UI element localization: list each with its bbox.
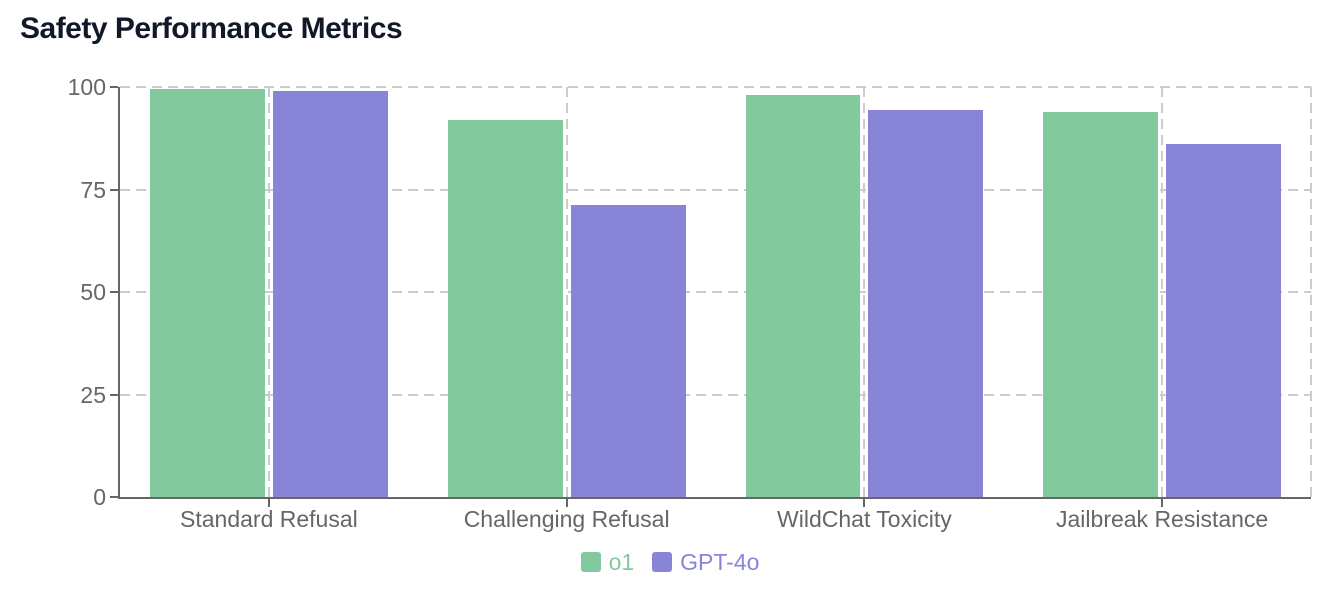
- legend-swatch-o1: [580, 552, 601, 572]
- x-axis-label-wildchat-toxicity: WildChat Toxicity: [777, 506, 952, 532]
- y-tick-mark-25: [110, 393, 118, 396]
- y-tick-label-0: 0: [93, 484, 106, 510]
- legend-item-gpt-4o: GPT-4o: [652, 550, 759, 574]
- bar-o1-standard-refusal: [150, 89, 265, 497]
- chart-title: Safety Performance Metrics: [20, 12, 403, 45]
- x-axis-label-standard-refusal: Standard Refusal: [180, 506, 358, 532]
- legend-label-gpt-4o: GPT-4o: [680, 549, 760, 575]
- y-tick-label-25: 25: [80, 381, 106, 408]
- y-tick-mark-50: [110, 291, 118, 293]
- bar-gpt-4o-standard-refusal: [272, 91, 388, 497]
- y-axis-line: [118, 87, 120, 499]
- bar-gpt-4o-challenging-refusal: [570, 204, 686, 497]
- x-tick-mark-jailbreak-resistance: [1161, 499, 1164, 507]
- gridline-horizontal-25: [120, 393, 1311, 396]
- y-tick-label-100: 100: [67, 74, 106, 100]
- x-tick-mark-standard-refusal: [267, 499, 270, 507]
- x-axis-label-jailbreak-resistance: Jailbreak Resistance: [1056, 506, 1269, 532]
- y-tick-mark-75: [110, 188, 118, 191]
- gridline-vertical-0: [267, 87, 270, 497]
- gridline-vertical-3: [1161, 87, 1164, 497]
- bar-gpt-4o-wildchat-toxicity: [868, 109, 984, 497]
- x-tick-mark-wildchat-toxicity: [863, 499, 866, 507]
- legend-item-o1: o1: [580, 549, 635, 575]
- y-tick-label-50: 50: [80, 279, 106, 305]
- gridline-vertical-1: [565, 87, 568, 497]
- bar-gpt-4o-jailbreak-resistance: [1166, 144, 1281, 497]
- gridline-horizontal-50: [120, 291, 1311, 293]
- y-tick-label-75: 75: [80, 176, 106, 203]
- bar-o1-wildchat-toxicity: [745, 95, 861, 497]
- x-axis-line: [120, 497, 1311, 499]
- x-axis-label-challenging-refusal: Challenging Refusal: [463, 506, 670, 532]
- gridline-vertical-4: [1310, 87, 1312, 497]
- gridline-horizontal-75: [120, 188, 1311, 191]
- bar-o1-challenging-refusal: [447, 119, 563, 497]
- gridline-vertical-2: [863, 87, 866, 497]
- y-tick-mark-100: [110, 86, 118, 88]
- gridline-horizontal-100: [120, 86, 1311, 88]
- legend-label-o1: o1: [608, 549, 635, 575]
- legend-swatch-gpt-4o: [652, 552, 673, 572]
- x-tick-mark-challenging-refusal: [565, 499, 568, 507]
- y-tick-mark-0: [110, 496, 118, 498]
- legend: o1 GPT-4o: [0, 550, 1340, 574]
- bar-o1-jailbreak-resistance: [1043, 111, 1159, 497]
